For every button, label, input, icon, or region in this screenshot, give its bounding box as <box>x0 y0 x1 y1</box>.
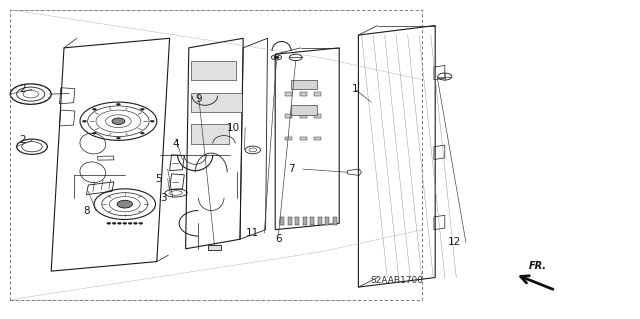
Bar <box>285 137 292 140</box>
Bar <box>291 80 317 89</box>
Text: 2: 2 <box>19 135 26 145</box>
Bar <box>98 156 114 160</box>
Text: 3: 3 <box>160 193 166 203</box>
Circle shape <box>107 222 111 224</box>
Bar <box>333 217 337 225</box>
Text: 7: 7 <box>288 164 294 174</box>
Circle shape <box>140 132 144 134</box>
Bar <box>310 217 314 225</box>
Circle shape <box>128 222 132 224</box>
Bar <box>285 114 292 118</box>
Text: 2: 2 <box>19 84 26 94</box>
Bar <box>300 114 307 118</box>
Circle shape <box>83 120 86 122</box>
Text: S2AAB1700: S2AAB1700 <box>371 276 423 285</box>
Circle shape <box>112 118 125 124</box>
Circle shape <box>118 222 122 224</box>
Text: 5: 5 <box>155 174 161 184</box>
Circle shape <box>150 120 154 122</box>
Circle shape <box>134 222 138 224</box>
Circle shape <box>116 137 120 139</box>
Bar <box>191 61 236 80</box>
Bar <box>280 217 284 225</box>
Text: 10: 10 <box>227 122 240 133</box>
Circle shape <box>112 222 116 224</box>
Circle shape <box>93 132 97 134</box>
Bar <box>314 92 321 96</box>
Bar <box>325 217 329 225</box>
Circle shape <box>116 103 120 105</box>
Bar <box>300 137 307 140</box>
Bar <box>303 217 307 225</box>
Circle shape <box>123 222 127 224</box>
Circle shape <box>117 200 132 208</box>
Text: 8: 8 <box>83 205 90 216</box>
Bar <box>318 217 322 225</box>
Text: 12: 12 <box>448 237 461 248</box>
Text: 1: 1 <box>352 84 358 94</box>
Circle shape <box>274 56 279 59</box>
Bar <box>314 114 321 118</box>
Bar <box>314 137 321 140</box>
Circle shape <box>140 108 144 110</box>
Text: 4: 4 <box>173 138 179 149</box>
Bar <box>300 92 307 96</box>
Bar <box>295 217 299 225</box>
Bar <box>191 93 242 112</box>
Circle shape <box>93 108 97 110</box>
Text: FR.: FR. <box>529 261 547 271</box>
Bar <box>285 92 292 96</box>
Bar <box>291 105 317 115</box>
Bar <box>191 124 229 144</box>
Text: 9: 9 <box>195 94 202 104</box>
Bar <box>208 245 221 250</box>
Text: 6: 6 <box>275 234 282 244</box>
Circle shape <box>139 222 143 224</box>
Text: 11: 11 <box>246 228 259 238</box>
Bar <box>288 217 292 225</box>
